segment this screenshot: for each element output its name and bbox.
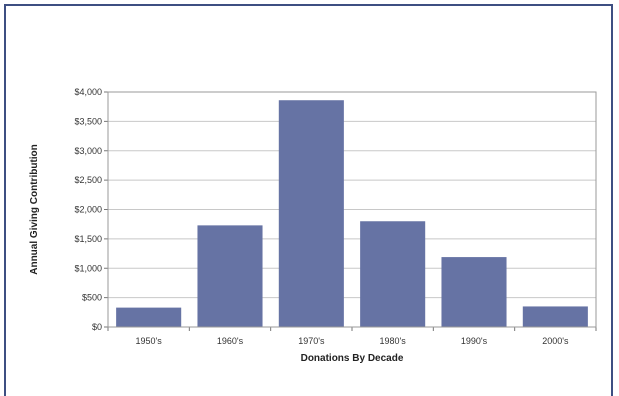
x-axis-ticks: 1950's 1960's 1970's 1980's 1990's 2000's (107, 327, 597, 346)
y-axis-title: Annual Giving Contribution (29, 144, 40, 275)
x-tick-label: 1980's (380, 336, 407, 346)
x-tick-label: 1990's (461, 336, 488, 346)
y-tick-label: $4,000 (74, 87, 102, 97)
bar (441, 257, 507, 327)
y-tick-label: $1,000 (74, 263, 102, 273)
y-tick-label: $2,000 (74, 205, 102, 215)
x-tick-label: 1960's (217, 336, 244, 346)
x-tick-label: 1950's (136, 336, 163, 346)
chart-frame: $0 $500 $1,000 $1,500 $2,000 $2,500 $3,000 $3,5… (4, 4, 613, 396)
x-axis-title: Donations By Decade (301, 353, 404, 364)
bars (116, 100, 588, 327)
x-tick-label: 2000's (542, 336, 569, 346)
bar (278, 100, 344, 327)
y-tick-label: $2,500 (74, 175, 102, 185)
y-axis-ticks: $0 $500 $1,000 $1,500 $2,000 $2,500 $3,000 $3,5… (74, 87, 108, 332)
plot-area-border (107, 91, 597, 328)
grid-lines (108, 91, 596, 328)
x-tick-label: 1970's (298, 336, 325, 346)
y-tick-label: $0 (92, 322, 102, 332)
y-tick-label: $500 (82, 293, 102, 303)
bar (116, 307, 182, 327)
y-tick-label: $1,500 (74, 234, 102, 244)
y-tick-label: $3,000 (74, 146, 102, 156)
bar (360, 221, 426, 327)
bar (197, 225, 263, 327)
y-tick-label: $3,500 (74, 116, 102, 126)
bar (522, 306, 588, 327)
bar-chart: $0 $500 $1,000 $1,500 $2,000 $2,500 $3,000 $3,5… (29, 87, 597, 364)
